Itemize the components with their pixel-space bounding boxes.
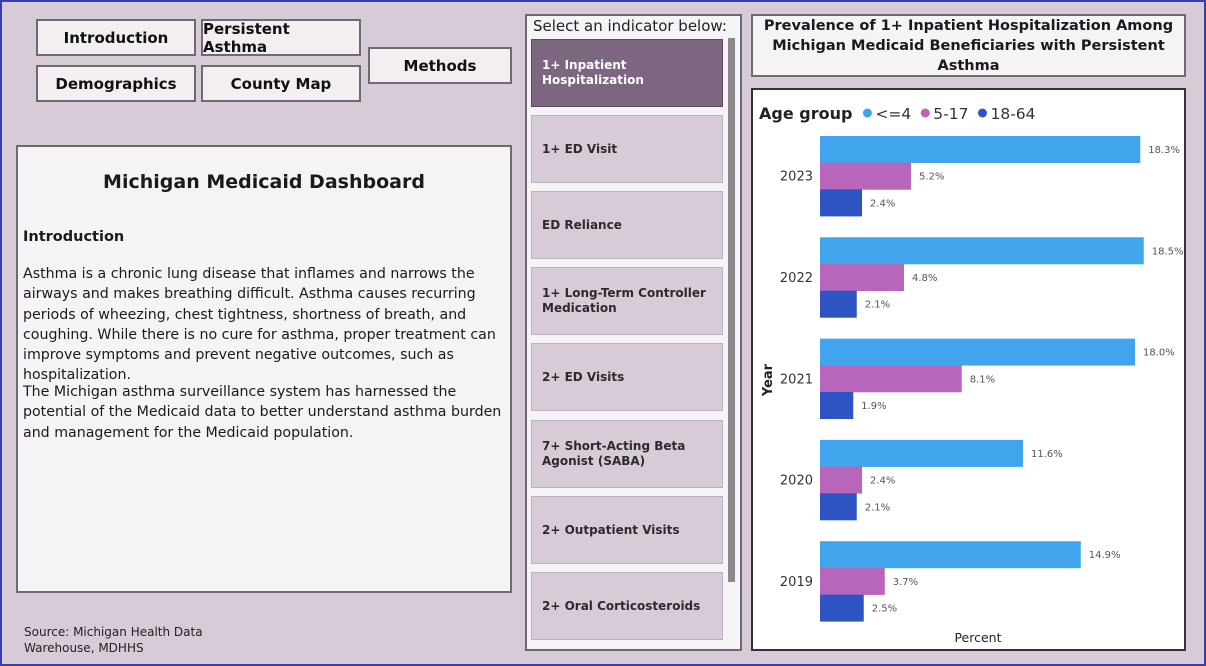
- data-label-2021-<=4: 18.0%: [1143, 348, 1175, 359]
- bar-2021-5-17: [820, 365, 962, 393]
- indicator-saba[interactable]: 7+ Short-Acting Beta Agonist (SABA): [531, 420, 723, 488]
- legend-label-1: 5-17: [933, 105, 968, 123]
- slicer-scrollbar[interactable]: [728, 38, 735, 582]
- bar-2023-18-64: [820, 189, 862, 217]
- bar-2019-<=4: [820, 541, 1081, 569]
- nav-persistent-asthma-button[interactable]: Persistent Asthma: [201, 19, 361, 56]
- nav-demographics-button[interactable]: Demographics: [36, 65, 196, 102]
- legend-marker-0: [862, 108, 872, 118]
- year-label-2022: 2022: [780, 271, 813, 286]
- x-axis-title: Percent: [954, 630, 1001, 645]
- bar-2020-18-64: [820, 493, 857, 521]
- chart-title: Prevalence of 1+ Inpatient Hospitalizati…: [751, 14, 1186, 77]
- nav-introduction-button[interactable]: Introduction: [36, 19, 196, 56]
- bar-2022-5-17: [820, 264, 904, 291]
- data-label-2019-<=4: 14.9%: [1089, 550, 1121, 561]
- data-label-2021-18-64: 1.9%: [861, 401, 886, 412]
- nav-county-map-button[interactable]: County Map: [201, 65, 361, 102]
- data-label-2020-18-64: 2.1%: [865, 502, 890, 513]
- data-label-2023-<=4: 18.3%: [1148, 145, 1180, 156]
- data-label-2019-18-64: 2.5%: [872, 604, 897, 615]
- y-axis-title: Year: [761, 363, 776, 397]
- legend-marker-1: [920, 108, 930, 118]
- bar-2019-18-64: [820, 594, 864, 622]
- indicator-long-term-controller[interactable]: 1+ Long-Term Controller Medication: [531, 267, 723, 335]
- indicator-ed-reliance[interactable]: ED Reliance: [531, 191, 723, 259]
- indicator-ed-visit[interactable]: 1+ ED Visit: [531, 115, 723, 183]
- indicator-oral-corticosteroids[interactable]: 2+ Oral Corticosteroids: [531, 572, 723, 640]
- slicer-title: Select an indicator below:: [533, 17, 727, 35]
- dashboard-title: Michigan Medicaid Dashboard: [103, 171, 425, 193]
- legend-title: Age group: [759, 104, 852, 123]
- year-label-2021: 2021: [780, 372, 813, 387]
- data-label-2023-18-64: 2.4%: [870, 198, 895, 209]
- data-label-2020-5-17: 2.4%: [870, 476, 895, 487]
- intro-paragraph-1: Asthma is a chronic lung disease that in…: [23, 266, 496, 384]
- intro-panel: Michigan Medicaid Dashboard Introduction…: [16, 145, 512, 593]
- bar-2020-<=4: [820, 439, 1023, 467]
- bar-chart: Age group <=4 5-17 18-64 2023 18.3% 5.2% 2.4% 20…: [759, 104, 1184, 645]
- data-label-2019-5-17: 3.7%: [893, 577, 918, 588]
- data-label-2023-5-17: 5.2%: [919, 172, 944, 183]
- indicator-slicer: Select an indicator below: 1+ Inpatient …: [525, 14, 742, 651]
- intro-paragraph-2: The Michigan asthma surveillance system …: [23, 384, 502, 441]
- bar-2022-18-64: [820, 290, 857, 318]
- nav-methods-button[interactable]: Methods: [368, 47, 512, 84]
- indicator-inpatient-hospitalization[interactable]: 1+ Inpatient Hospitalization: [531, 39, 723, 107]
- data-label-2021-5-17: 8.1%: [970, 374, 995, 385]
- bar-2023-<=4: [820, 136, 1141, 163]
- intro-heading: Introduction: [23, 229, 125, 245]
- year-label-2019: 2019: [780, 575, 813, 590]
- bar-2021-<=4: [820, 338, 1135, 366]
- bar-2019-5-17: [820, 567, 885, 595]
- data-label-2022-<=4: 18.5%: [1152, 246, 1184, 257]
- data-label-2022-18-64: 2.1%: [865, 300, 890, 311]
- data-label-2022-5-17: 4.8%: [912, 273, 937, 284]
- data-label-2020-<=4: 11.6%: [1031, 449, 1063, 460]
- bar-2021-18-64: [820, 392, 854, 419]
- indicator-outpatient-visits[interactable]: 2+ Outpatient Visits: [531, 496, 723, 564]
- legend-label-0: <=4: [875, 105, 911, 123]
- bar-2022-<=4: [820, 237, 1144, 265]
- bar-2020-5-17: [820, 466, 862, 494]
- legend-marker-2: [977, 108, 987, 118]
- year-label-2023: 2023: [780, 170, 813, 185]
- year-label-2020: 2020: [780, 474, 813, 489]
- bar-2023-5-17: [820, 162, 911, 190]
- indicator-2-ed-visits[interactable]: 2+ ED Visits: [531, 343, 723, 411]
- source-note: Source: Michigan Health Data Warehouse, …: [24, 625, 203, 655]
- legend-label-2: 18-64: [990, 105, 1035, 123]
- chart-panel: Age group <=4 5-17 18-64 2023 18.3% 5.2% 2.4% 20…: [751, 88, 1186, 651]
